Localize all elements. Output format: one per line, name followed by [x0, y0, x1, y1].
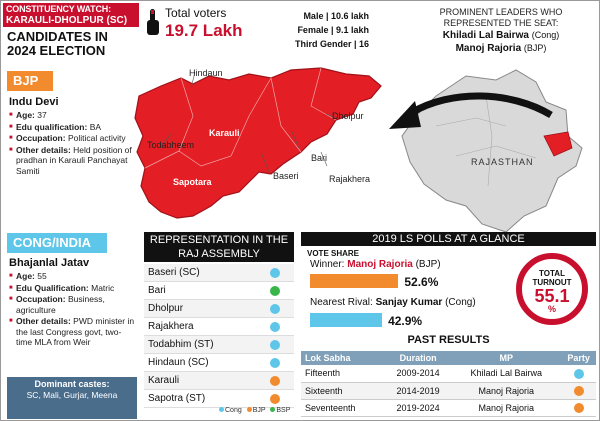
castes-title: Dominant castes: — [34, 379, 110, 389]
turnout-label: TOTAL TURNOUT — [532, 269, 572, 287]
bjp-candidate-name: Indu Devi — [9, 96, 59, 108]
constituency-watch-banner: CONSTITUENCY WATCH: KARAULI-DHOLPUR (SC) — [3, 3, 139, 27]
rival-line: Nearest Rival: Sanjay Kumar (Cong) — [310, 297, 476, 308]
party-dot — [270, 268, 280, 278]
detail-item: Edu Qualification: Matric — [9, 283, 137, 294]
castes-value: SC, Mali, Gurjar, Meena — [26, 389, 118, 400]
legend-dot-bjp — [246, 407, 252, 412]
rival-vote-bar — [310, 313, 383, 327]
constituency-map — [134, 67, 382, 219]
detail-item: Age: 55 — [9, 271, 137, 282]
winner-vote-bar — [310, 274, 399, 288]
leader-1: Khiladi Lal Bairwa (Cong) — [442, 30, 560, 41]
table-row: Seventeenth 2019-2024 Manoj Rajoria — [301, 399, 596, 417]
party-dot — [573, 368, 584, 379]
total-voters-label: Total voters — [165, 6, 227, 20]
party-dot — [270, 358, 280, 368]
legend-dot-bsp — [270, 407, 276, 412]
watch-label: CONSTITUENCY WATCH: — [6, 4, 111, 14]
detail-item: Occupation: Business, agriculture — [9, 294, 137, 315]
cong-candidate-name: Bhajanlal Jatav — [9, 257, 90, 269]
constituency-name: KARAULI-DHOLPUR (SC) — [6, 15, 128, 26]
female-voters: Female | 9.1 lakh — [297, 25, 369, 35]
list-item: Rajakhera — [144, 318, 294, 336]
party-dot — [270, 340, 280, 350]
party-dot — [270, 322, 280, 332]
map-label-rajasthan: RAJASTHAN — [471, 157, 534, 167]
map-label-rajakhera: Rajakhera — [329, 174, 371, 184]
detail-item: Other details: PWD minister in the last … — [9, 316, 137, 348]
map-label-karauli: Karauli — [209, 128, 240, 138]
list-item: Dholpur — [144, 300, 294, 318]
party-dot — [573, 385, 584, 396]
col-header: Duration — [384, 351, 452, 365]
prominent-leaders: PROMINENT LEADERS WHO REPRESENTED THE SE… — [406, 7, 596, 55]
map-label-dholpur: Dholpur — [332, 111, 364, 121]
turnout-unit: % — [547, 304, 556, 314]
vote-share-label: VOTE SHARE — [307, 249, 360, 258]
turnout-value: 55.1 — [534, 286, 570, 306]
turnout-badge: TOTAL TURNOUT 55.1 % — [516, 253, 588, 325]
map-label-todabheem: Todabheem — [147, 140, 195, 150]
gender-breakdown: Male | 10.6 lakh Female | 9.1 lakh Third… — [229, 9, 369, 51]
third-gender-voters: Third Gender | 16 — [294, 39, 369, 49]
total-voters-value: 19.7 Lakh — [165, 21, 243, 40]
party-dot — [270, 304, 280, 314]
party-dot — [270, 286, 280, 296]
male-voters: Male | 10.6 lakh — [303, 11, 369, 21]
polls-title: 2019 LS POLLS AT A GLANCE — [301, 232, 596, 246]
party-dot — [270, 394, 280, 404]
col-header: Lok Sabha — [301, 351, 385, 365]
table-row: Fifteenth 2009-2014 Khiladi Lal Bairwa — [301, 365, 596, 383]
list-item: Todabhim (ST) — [144, 336, 294, 354]
list-item: Bari — [144, 282, 294, 300]
winner-vote-pct: 52.6% — [404, 275, 439, 289]
map-label-sapotara: Sapotara — [173, 177, 212, 187]
list-item: Baseri (SC) — [144, 264, 294, 282]
cong-tag: CONG/INDIA — [7, 233, 107, 253]
party-dot — [270, 376, 280, 386]
party-dot — [573, 402, 584, 413]
winner-line: Winner: Manoj Rajoria (BJP) — [310, 259, 441, 270]
leader-2: Manoj Rajoria (BJP) — [455, 43, 547, 54]
bjp-candidate-details: Age: 37 Edu qualification: BA Occupation… — [9, 110, 137, 177]
representation-list: Baseri (SC) Bari Dholpur Rajakhera Todab… — [144, 264, 294, 408]
map-label-hindaun: Hindaun — [189, 68, 223, 78]
map-label-bari: Bari — [311, 153, 328, 163]
past-results-title: PAST RESULTS — [407, 334, 490, 346]
arrow-icon — [389, 92, 553, 129]
cong-candidate-details: Age: 55 Edu Qualification: Matric Occupa… — [9, 271, 137, 349]
map-label-baseri: Baseri — [273, 171, 299, 181]
representation-title: REPRESENTATION IN THE RAJ ASSEMBLY — [144, 232, 294, 262]
leaders-heading: PROMINENT LEADERS WHO REPRESENTED THE SE… — [439, 7, 563, 28]
list-item: Sapotra (ST) — [144, 390, 294, 408]
past-results-table: Lok Sabha Duration MP Party Fifteenth 20… — [301, 351, 596, 417]
col-header: MP — [451, 351, 562, 365]
col-header: Party — [561, 351, 596, 365]
candidates-heading: CANDIDATES IN 2024 ELECTION — [7, 29, 108, 58]
detail-item: Occupation: Political activity — [9, 133, 137, 144]
detail-item: Age: 37 — [9, 110, 137, 121]
dominant-castes-box: Dominant castes: SC, Mali, Gurjar, Meena — [7, 377, 137, 419]
party-legend: Cong BJP BSP — [216, 407, 290, 414]
detail-item: Edu qualification: BA — [9, 122, 137, 133]
rival-vote-pct: 42.9% — [388, 314, 423, 328]
legend-dot-cong — [219, 407, 224, 412]
table-row: Sixteenth 2014-2019 Manoj Rajoria — [301, 382, 596, 400]
voting-finger-icon — [147, 9, 159, 35]
list-item: Hindaun (SC) — [144, 354, 294, 372]
detail-item: Other details: Held position of pradhan … — [9, 145, 137, 177]
list-item: Karauli — [144, 372, 294, 390]
bjp-tag: BJP — [7, 71, 53, 91]
